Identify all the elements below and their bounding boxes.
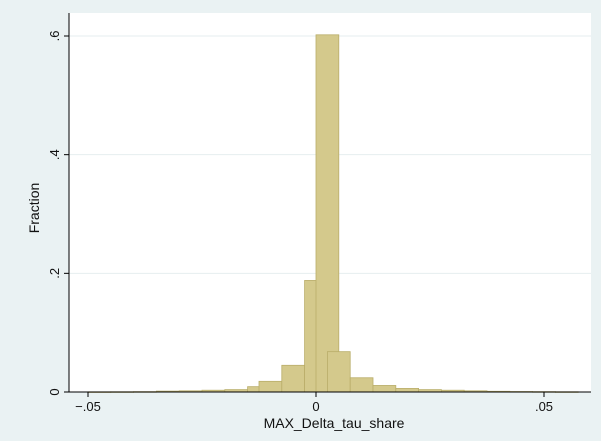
histogram-bar [349, 377, 374, 393]
y-axis-ticks: 0 .2 .4 .6 [47, 31, 69, 396]
x-axis-title: MAX_Delta_tau_share [264, 415, 405, 431]
histogram-bar [395, 388, 419, 393]
histogram-bar [315, 34, 340, 393]
y-tick-label: 0 [47, 388, 62, 395]
histogram-bar [281, 364, 305, 393]
x-axis-ticks: −.05 0 .05 [75, 392, 553, 414]
y-tick-label: .4 [47, 149, 62, 160]
histogram-bar [372, 385, 397, 393]
y-tick-label: .2 [47, 268, 62, 279]
x-tick-label: 0 [312, 399, 319, 414]
y-axis-title: Fraction [26, 183, 42, 234]
y-tick-label: .6 [47, 31, 62, 42]
histogram-bar [258, 380, 283, 393]
bars [87, 34, 579, 393]
histogram-bar [326, 351, 351, 393]
x-tick-label: −.05 [75, 399, 101, 414]
x-tick-label: .05 [535, 399, 553, 414]
